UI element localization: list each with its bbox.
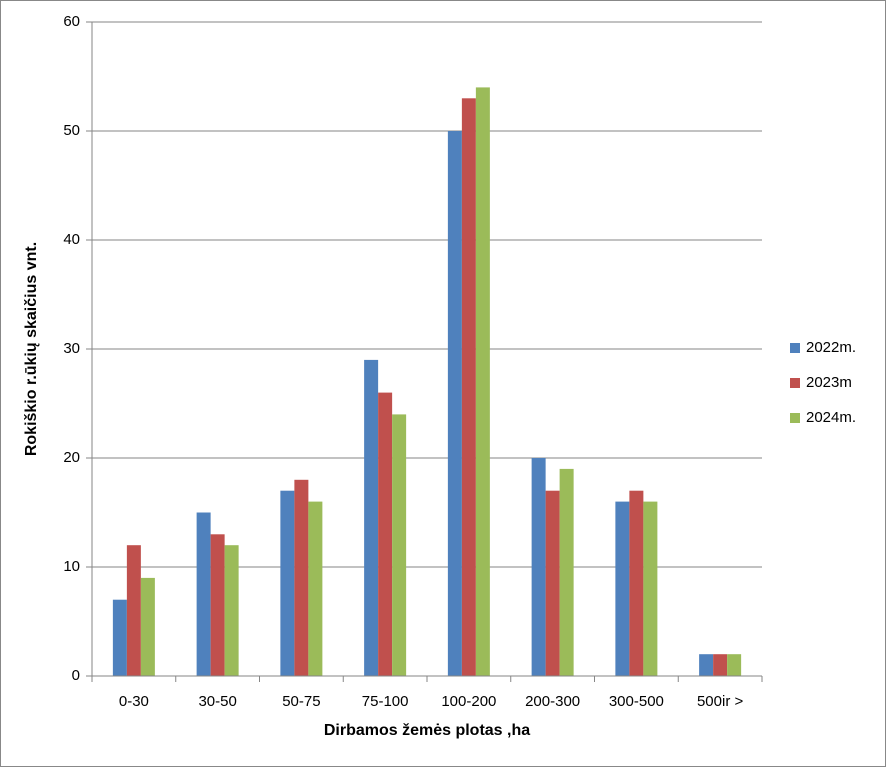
y-tick-label: 50 [63, 122, 80, 139]
bar [308, 501, 323, 676]
bar [629, 490, 644, 676]
x-tick-label: 200-300 [525, 693, 580, 710]
bar [280, 490, 295, 676]
bar [475, 87, 490, 676]
bar [210, 534, 225, 676]
bar [713, 654, 728, 676]
x-tick-label: 100-200 [441, 693, 496, 710]
legend-swatch [790, 413, 800, 423]
x-tick-label: 0-30 [119, 693, 149, 710]
x-tick-label: 30-50 [198, 693, 236, 710]
bar [224, 545, 239, 676]
x-tick-label: 300-500 [609, 693, 664, 710]
bar [615, 501, 630, 676]
x-tick-label: 500ir > [697, 693, 744, 710]
bar [643, 501, 658, 676]
legend-swatch [790, 343, 800, 353]
bar [378, 392, 393, 676]
bar [392, 414, 407, 676]
bar [294, 479, 309, 676]
bar [531, 458, 546, 676]
legend-label: 2024m. [806, 409, 856, 426]
legend-label: 2023m [806, 374, 852, 391]
bar [196, 512, 211, 676]
bar [112, 599, 127, 676]
bar [699, 654, 714, 676]
bar [140, 577, 155, 676]
x-tick-label: 50-75 [282, 693, 320, 710]
bar [364, 359, 379, 676]
y-tick-label: 0 [72, 667, 80, 684]
y-tick-label: 10 [63, 558, 80, 575]
bar [126, 545, 141, 676]
y-tick-label: 20 [63, 449, 80, 466]
bar [559, 468, 574, 676]
x-tick-label: 75-100 [362, 693, 409, 710]
bar [461, 98, 476, 677]
x-axis-title: Dirbamos žemės plotas ,ha [324, 722, 530, 739]
legend-swatch [790, 378, 800, 388]
bar [545, 490, 560, 676]
y-axis-title: Rokiškio r.ūkių skaičius vnt. [23, 242, 40, 456]
y-tick-label: 60 [63, 13, 80, 30]
y-tick-label: 40 [63, 231, 80, 248]
legend-label: 2022m. [806, 339, 856, 356]
y-tick-label: 30 [63, 340, 80, 357]
bar [447, 131, 462, 676]
bar [727, 654, 742, 676]
